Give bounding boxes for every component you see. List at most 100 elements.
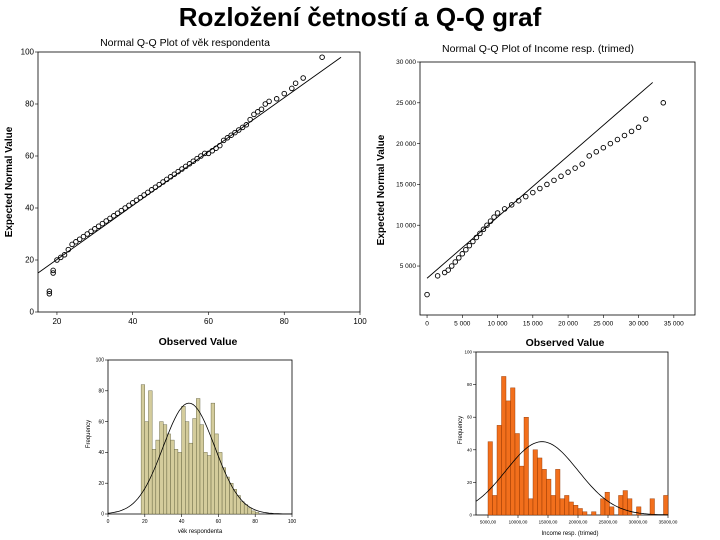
histogram-bar [140, 384, 145, 515]
data-point [54, 257, 60, 263]
data-point [600, 144, 607, 151]
histogram-bar [254, 512, 260, 515]
chart-panel-1: Normal Q-Q Plot of věk respondenta Observ… [4, 34, 367, 348]
x-tick-label: 100 [353, 317, 367, 326]
histogram-bar [185, 421, 190, 515]
data-point [92, 226, 98, 232]
x-tick-label: 5000,00 [480, 520, 497, 525]
data-point [122, 205, 128, 211]
data-point [494, 210, 501, 216]
histogram-bar [159, 421, 164, 515]
histogram-bar [181, 406, 186, 515]
histogram-bar [214, 433, 219, 515]
data-point [614, 136, 621, 143]
histogram-bar [514, 433, 520, 516]
data-point [445, 267, 451, 273]
x-tick-label: 25 000 [593, 321, 613, 328]
x-tick-label: 15 000 [523, 321, 543, 328]
data-point [459, 251, 466, 257]
data-point [487, 218, 494, 224]
y-tick-label: 30 000 [396, 59, 416, 66]
data-point [205, 150, 212, 157]
histogram-bar [148, 390, 153, 515]
data-point [463, 246, 469, 253]
data-point [515, 197, 522, 204]
data-point [69, 241, 75, 248]
histogram-bar [622, 490, 628, 516]
x-tick-label: 20 000 [558, 321, 578, 328]
y-tick-label: 80 [98, 388, 104, 394]
normal-curve [107, 402, 293, 515]
data-point [145, 189, 151, 196]
histogram-bar [523, 417, 529, 516]
data-point [103, 218, 109, 224]
x-axis-label: Income resp. (trimed) [541, 531, 598, 537]
histogram-bar [568, 501, 574, 516]
histogram-bar [559, 498, 565, 516]
histogram-bar [532, 449, 538, 516]
y-axis-label: Expected Normal Value [376, 134, 387, 245]
histogram-bar [609, 506, 615, 516]
data-point [84, 231, 90, 237]
histogram-bar [528, 498, 534, 516]
y-axis-label: Frequency [86, 420, 92, 448]
data-point [635, 124, 642, 131]
y-axis-label: Expected Normal Value [4, 126, 15, 237]
data-point [239, 124, 246, 131]
x-tick-label: 30000,00 [629, 520, 648, 525]
x-tick-label: 60 [204, 317, 213, 326]
histogram-bar [487, 441, 493, 516]
y-tick-label: 25 000 [396, 100, 416, 107]
histogram-bar [170, 439, 175, 515]
histogram-bar [225, 476, 230, 515]
data-point [642, 116, 649, 122]
histogram-bar [144, 421, 149, 515]
data-point [61, 252, 68, 258]
x-tick-label: 10 000 [488, 321, 508, 328]
histogram-bar [174, 449, 179, 515]
histogram-bar [192, 418, 197, 515]
data-point [292, 80, 299, 86]
data-point [175, 168, 181, 175]
data-point [107, 215, 113, 222]
data-point [480, 226, 487, 233]
data-point [57, 254, 64, 261]
histogram-bar [519, 465, 525, 516]
histogram-bar [649, 498, 655, 516]
data-point [470, 238, 476, 245]
y-tick-label: 5 000 [400, 263, 417, 270]
data-point [281, 90, 287, 97]
data-point [88, 228, 94, 235]
histogram-bar [600, 498, 606, 516]
data-point [572, 165, 578, 171]
chart-panel-3: věk respondenta Frequency 0 20 40 60 80 100 0 20 4… [80, 346, 298, 536]
x-tick-label: 40 [179, 519, 185, 525]
histogram-bar [510, 387, 516, 516]
x-tick-label: 0 [107, 519, 110, 525]
data-point [133, 197, 140, 203]
x-tick-label: 20 [52, 317, 61, 326]
data-point [217, 142, 223, 149]
data-point [565, 169, 571, 175]
data-point [190, 158, 197, 164]
data-point [251, 111, 257, 118]
data-point [164, 176, 170, 183]
histogram-bar [501, 376, 507, 516]
x-tick-label: 5 000 [454, 321, 471, 328]
panel-background [4, 34, 362, 310]
data-point [118, 207, 125, 214]
y-tick-label: 15 000 [396, 182, 416, 189]
x-tick-label: 30 000 [629, 321, 649, 328]
y-tick-label: 100 [96, 358, 105, 364]
data-point [456, 255, 462, 261]
data-point [160, 179, 166, 185]
histogram-bar [577, 508, 583, 516]
data-point [46, 288, 53, 294]
y-tick-label: 40 [25, 204, 34, 213]
x-axis-label: věk respondenta [178, 529, 223, 535]
data-point [579, 161, 585, 167]
y-tick-label: 40 [467, 447, 473, 452]
data-point [247, 116, 253, 123]
data-point [484, 222, 490, 228]
data-point [224, 135, 231, 141]
